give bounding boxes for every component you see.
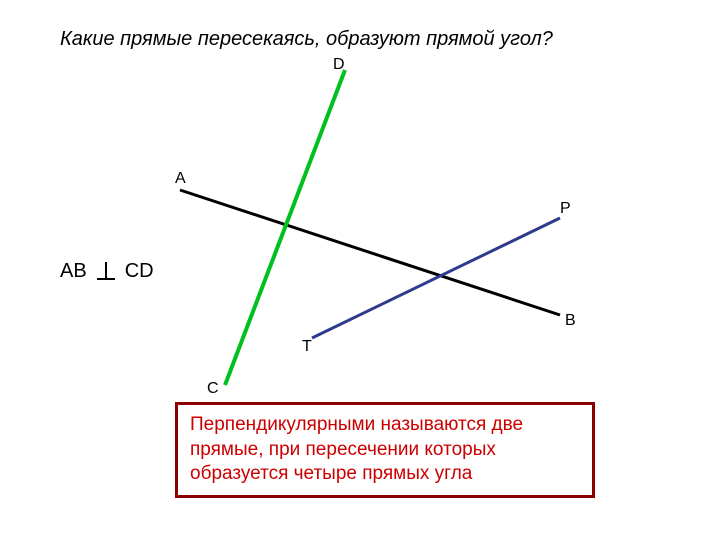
label-p: P <box>560 200 571 218</box>
label-c: C <box>207 380 219 398</box>
line-cd <box>225 70 345 385</box>
line-ab <box>180 190 560 315</box>
definition-box: Перпендикулярными называются две прямые,… <box>175 402 595 498</box>
answer-text: AB CD <box>60 260 154 283</box>
definition-text: Перпендикулярными называются две прямые,… <box>190 413 580 487</box>
answer-line2: CD <box>125 260 154 283</box>
label-b: B <box>565 312 576 330</box>
label-a: A <box>175 170 186 188</box>
answer-line1: AB <box>60 260 87 283</box>
perpendicular-icon <box>97 262 115 282</box>
label-d: D <box>333 56 345 74</box>
label-t: T <box>302 338 312 356</box>
line-tp <box>312 218 560 338</box>
